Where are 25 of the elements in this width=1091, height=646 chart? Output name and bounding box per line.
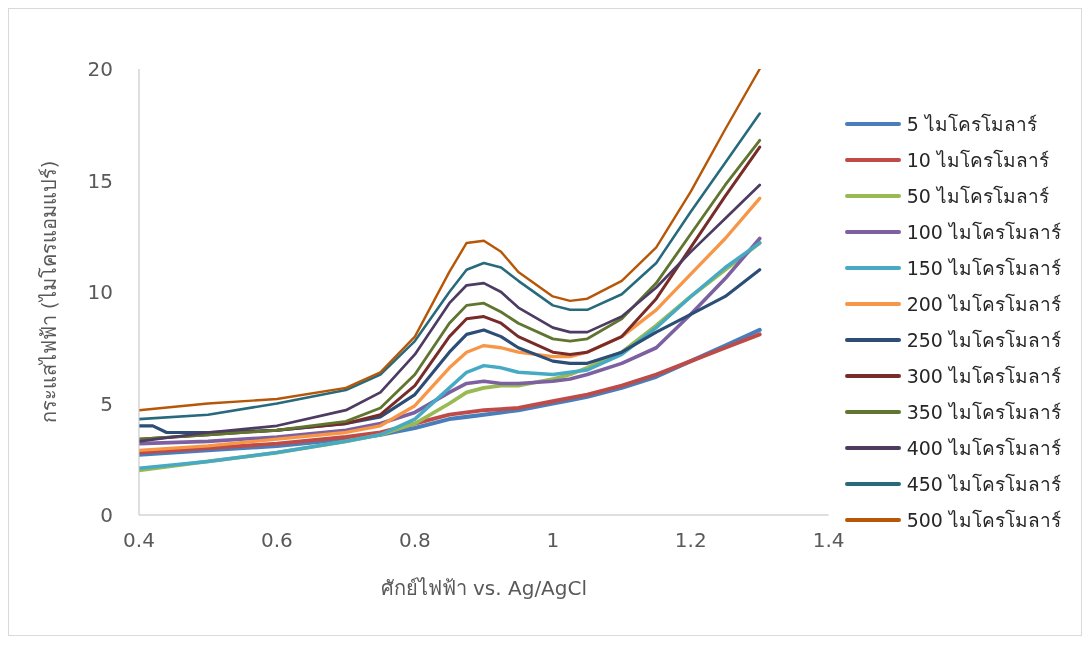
x-tick-label: 0.8 <box>398 528 431 553</box>
legend-label: 10 ไมโครโมลาร์ <box>906 148 1049 173</box>
y-tick-label: 5 <box>100 391 113 416</box>
legend-label: 400 ไมโครโมลาร์ <box>906 436 1061 461</box>
legend-label: 100 ไมโครโมลาร์ <box>906 220 1061 245</box>
legend-label: 50 ไมโครโมลาร์ <box>906 184 1049 209</box>
legend-label: 500 ไมโครโมลาร์ <box>906 508 1061 533</box>
legend-label: 300 ไมโครโมลาร์ <box>906 364 1061 389</box>
y-axis-title: กระแสไฟฟ้า (ไมโครแอมแปร์) <box>37 160 62 424</box>
legend-label: 450 ไมโครโมลาร์ <box>906 472 1061 497</box>
x-tick-label: 1 <box>546 528 560 553</box>
y-tick-label: 20 <box>87 57 113 82</box>
y-tick-label: 15 <box>87 168 113 193</box>
legend-label: 150 ไมโครโมลาร์ <box>906 256 1061 281</box>
legend-label: 5 ไมโครโมลาร์ <box>906 112 1037 137</box>
y-tick-label: 0 <box>100 503 113 528</box>
legend-label: 250 ไมโครโมลาร์ <box>906 328 1061 353</box>
x-tick-label: 1.4 <box>812 528 845 553</box>
y-tick-label: 10 <box>87 280 113 305</box>
x-tick-label: 0.6 <box>261 528 293 553</box>
x-tick-label: 1.2 <box>674 528 707 553</box>
x-axis-title: ศักย์ไฟฟ้า vs. Ag/AgCl <box>380 576 588 600</box>
x-tick-label: 0.4 <box>123 528 155 553</box>
legend-label: 350 ไมโครโมลาร์ <box>906 400 1061 425</box>
legend-label: 200 ไมโครโมลาร์ <box>906 292 1061 317</box>
